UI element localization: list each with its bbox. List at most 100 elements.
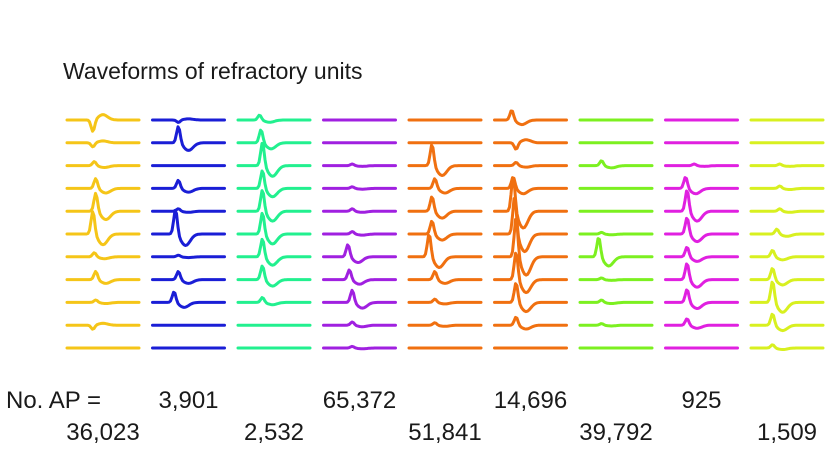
unit-8-channel-8-waveform	[664, 262, 739, 289]
unit-5-channel-8-waveform	[407, 270, 483, 285]
unit-3-channel-6-waveform	[236, 211, 312, 246]
unit-1-channel-3-waveform	[65, 160, 141, 169]
unit-1-spike-count: 36,023	[66, 419, 139, 446]
unit-9-spike-count: 1,509	[757, 419, 817, 446]
unit-9-channel-11-waveform	[749, 343, 825, 351]
unit-5-channel-5-waveform	[407, 195, 483, 220]
unit-3-channel-5-waveform	[236, 189, 312, 223]
unit-8-channel-7-waveform	[664, 246, 739, 263]
unit-8-spike-count: 925	[681, 387, 721, 414]
unit-7-waveforms	[578, 118, 654, 350]
unit-4-channel-7-waveform	[322, 243, 397, 264]
unit-5-channel-3-waveform	[407, 143, 483, 177]
unit-7-channel-3-waveform	[578, 159, 654, 170]
unit-5-channel-7-waveform	[407, 233, 483, 269]
unit-1-channel-6-waveform	[65, 210, 141, 247]
unit-4-channel-10-waveform	[322, 320, 397, 329]
unit-3-channel-2-waveform	[236, 128, 312, 151]
unit-2-channel-9-waveform	[151, 290, 226, 309]
waveform-grid	[65, 109, 825, 351]
unit-2-channel-5-waveform	[151, 207, 226, 214]
unit-1-channel-1-waveform	[65, 113, 141, 133]
unit-1-channel-8-waveform	[65, 270, 141, 285]
unit-4-channel-8-waveform	[322, 268, 397, 286]
unit-4-channel-4-waveform	[322, 185, 397, 191]
unit-3-channel-8-waveform	[236, 264, 312, 288]
unit-1-channel-2-waveform	[65, 139, 141, 149]
unit-4-waveforms	[322, 118, 397, 351]
count-prefix-label: No. AP =	[6, 387, 101, 414]
unit-6-channel-1-waveform	[493, 109, 568, 127]
figure-title: Waveforms of refractory units	[63, 58, 363, 84]
unit-2-channel-7-waveform	[151, 253, 226, 260]
unit-2-channel-4-waveform	[151, 178, 226, 194]
unit-8-waveforms	[664, 118, 739, 350]
unit-1-channel-7-waveform	[65, 251, 141, 261]
unit-1-waveforms	[65, 113, 141, 350]
unit-3-channel-7-waveform	[236, 237, 312, 267]
unit-4-channel-5-waveform	[322, 207, 397, 214]
spike-count-labels: No. AP = 36,023 3,901 2,532 65,372 51,841 14,…	[6, 387, 817, 446]
unit-2-channel-2-waveform	[151, 125, 226, 152]
unit-6-channel-5-waveform	[493, 176, 568, 230]
unit-6-channel-7-waveform	[493, 218, 568, 277]
unit-7-channel-9-waveform	[578, 298, 654, 305]
unit-1-channel-5-waveform	[65, 191, 141, 222]
unit-9-channel-7-waveform	[749, 249, 825, 262]
unit-3-waveforms	[236, 113, 312, 350]
unit-4-channel-3-waveform	[322, 162, 397, 168]
unit-4-spike-count: 65,372	[323, 387, 396, 414]
unit-7-channel-10-waveform	[578, 322, 654, 328]
unit-6-channel-6-waveform	[493, 197, 568, 254]
unit-1-channel-9-waveform	[65, 298, 141, 305]
unit-9-channel-3-waveform	[749, 162, 825, 168]
unit-8-channel-3-waveform	[664, 162, 739, 168]
unit-3-channel-4-waveform	[236, 169, 312, 199]
unit-6-channel-10-waveform	[493, 315, 568, 331]
unit-8-channel-10-waveform	[664, 317, 739, 330]
unit-1-channel-4-waveform	[65, 177, 141, 195]
unit-5-channel-4-waveform	[407, 177, 483, 195]
unit-4-channel-9-waveform	[322, 288, 397, 310]
unit-3-channel-3-waveform	[236, 141, 312, 178]
unit-2-channel-1-waveform	[151, 117, 226, 124]
unit-9-channel-10-waveform	[749, 312, 825, 333]
unit-5-spike-count: 51,841	[408, 419, 481, 446]
unit-7-channel-7-waveform	[578, 237, 654, 268]
unit-5-channel-9-waveform	[407, 297, 483, 306]
unit-6-channel-8-waveform	[493, 251, 568, 295]
unit-9-channel-4-waveform	[749, 184, 825, 191]
unit-7-spike-count: 39,792	[579, 419, 652, 446]
unit-5-channel-10-waveform	[407, 321, 483, 328]
unit-6-channel-2-waveform	[493, 138, 568, 151]
unit-4-channel-11-waveform	[322, 344, 397, 351]
unit-3-channel-9-waveform	[236, 296, 312, 307]
unit-2-waveforms	[151, 117, 226, 350]
unit-4-channel-6-waveform	[322, 230, 397, 237]
unit-9-channel-6-waveform	[749, 227, 825, 238]
unit-2-channel-6-waveform	[151, 208, 226, 247]
unit-6-channel-3-waveform	[493, 161, 568, 169]
unit-8-channel-4-waveform	[664, 176, 739, 196]
unit-7-channel-6-waveform	[578, 230, 654, 237]
unit-2-spike-count: 3,901	[158, 387, 218, 414]
unit-1-channel-10-waveform	[65, 321, 141, 331]
unit-6-spike-count: 14,696	[494, 387, 567, 414]
unit-3-channel-1-waveform	[236, 113, 312, 124]
unit-3-spike-count: 2,532	[244, 419, 304, 446]
unit-7-channel-8-waveform	[578, 276, 654, 282]
unit-5-waveforms	[407, 118, 483, 350]
unit-9-channel-9-waveform	[749, 280, 825, 314]
unit-8-channel-5-waveform	[664, 189, 739, 223]
unit-9-channel-5-waveform	[749, 207, 825, 214]
unit-2-channel-8-waveform	[151, 270, 226, 285]
unit-6-channel-4-waveform	[493, 176, 568, 196]
unit-9-waveforms	[749, 118, 825, 351]
unit-9-channel-8-waveform	[749, 267, 825, 287]
unit-6-waveforms	[493, 109, 568, 350]
unit-5-channel-6-waveform	[407, 219, 483, 242]
unit-8-channel-9-waveform	[664, 288, 739, 310]
unit-8-channel-6-waveform	[664, 216, 739, 244]
unit-6-channel-9-waveform	[493, 282, 568, 314]
